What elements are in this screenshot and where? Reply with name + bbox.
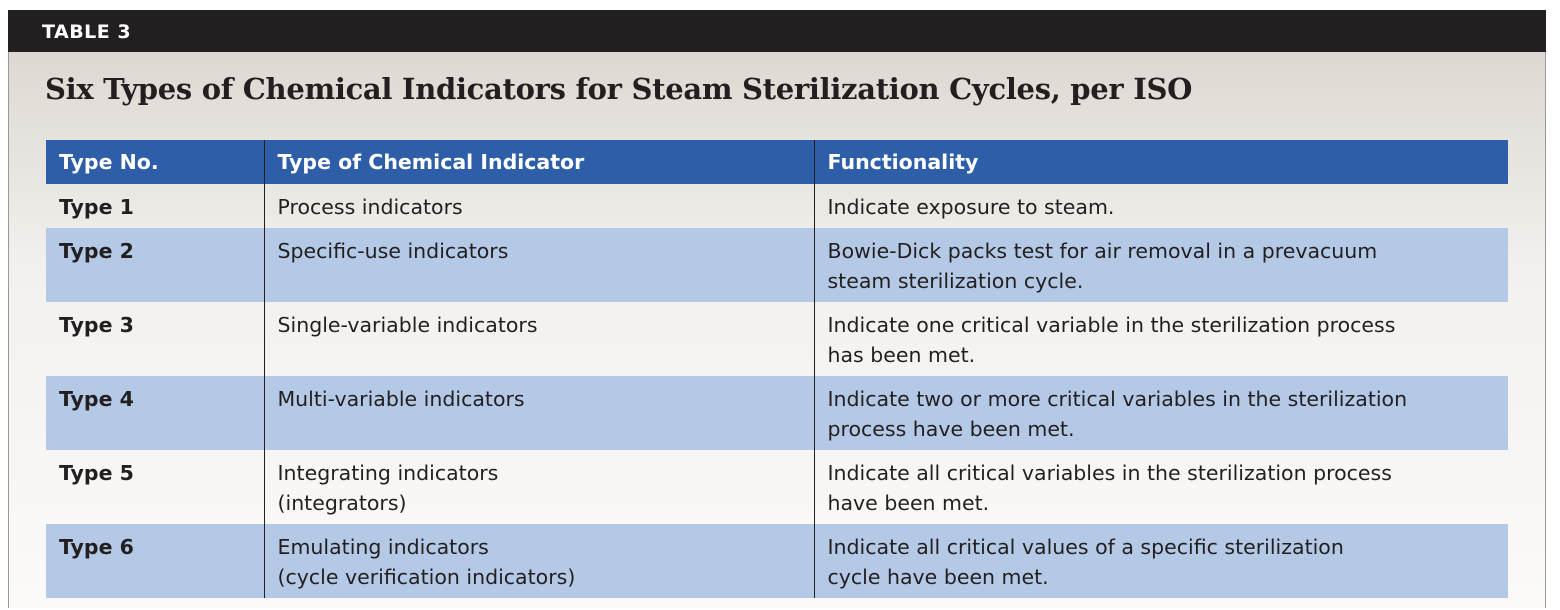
column-header: Type of Chemical Indicator	[263, 140, 814, 184]
table-title: Six Types of Chemical Indicators for Ste…	[45, 72, 1193, 106]
table-cell: Indicate two or more critical variables …	[813, 376, 1508, 450]
cell-line: steam sterilization cycle.	[827, 269, 1084, 293]
cell-line: Indicate two or more critical variables …	[827, 387, 1408, 411]
cell-line: Process indicators	[277, 195, 463, 219]
table-cell: Specific-use indicators	[263, 228, 814, 302]
table-row: Type 6 Emulating indicators (cycle verific…	[46, 524, 1508, 598]
table-cell: Indicate exposure to steam.	[813, 184, 1508, 228]
cell-line: (integrators)	[277, 491, 407, 515]
table-row: Type 3 Single-variable indicators Indicate…	[46, 302, 1508, 376]
cell-line: Emulating indicators	[277, 535, 489, 559]
table-cell: Integrating indicators (integrators)	[263, 450, 814, 524]
table-row: Type 1 Process indicators Indicate exposur…	[46, 184, 1508, 228]
table-cell: Emulating indicators (cycle verification …	[263, 524, 814, 598]
cell-line: Multi-variable indicators	[277, 387, 525, 411]
cell-line: have been met.	[827, 491, 990, 515]
cell-line: Specific-use indicators	[277, 239, 509, 263]
table-label: TABLE 3	[42, 21, 132, 43]
table-row: Type 4 Multi-variable indicators Indicate …	[46, 376, 1508, 450]
table-row: Type 2 Specific-use indicators Bowie-Dick …	[46, 228, 1508, 302]
cell-line: Indicate exposure to steam.	[827, 195, 1115, 219]
cell-line: cycle have been met.	[827, 565, 1049, 589]
cell-line: Single-variable indicators	[277, 313, 538, 337]
column-header: Functionality	[813, 140, 1508, 184]
table-cell: Single-variable indicators	[263, 302, 814, 376]
cell-line: Indicate one critical variable in the st…	[827, 313, 1396, 337]
cell-line: Bowie-Dick packs test for air removal in…	[827, 239, 1378, 263]
header-row: Type No. Type of Chemical Indicator Functi…	[46, 140, 1508, 184]
type-cell: Type 4	[46, 376, 264, 450]
cell-line: process have been met.	[827, 417, 1075, 441]
type-cell: Type 3	[59, 313, 134, 337]
table-cell: Process indicators	[263, 184, 814, 228]
table-cell: Bowie-Dick packs test for air removal in…	[813, 228, 1508, 302]
column-header: Type No.	[46, 140, 264, 184]
table-cell: Multi-variable indicators	[263, 376, 814, 450]
header-bar: TABLE 3	[8, 10, 1546, 52]
cell-line: has been met.	[827, 343, 976, 367]
indicator-table: Type No. Type of Chemical Indicator Functi…	[46, 140, 1508, 598]
type-cell: Type 5	[59, 461, 134, 485]
type-cell: Type 6	[46, 524, 264, 598]
table-cell: Indicate all critical variables in the s…	[813, 450, 1508, 524]
table-row: Type 5 Integrating indicators (integrators…	[46, 450, 1508, 524]
cell-line: Integrating indicators	[277, 461, 499, 485]
cell-line: (cycle verification indicators)	[277, 565, 576, 589]
panel: Six Types of Chemical Indicators for Ste…	[8, 52, 1546, 608]
type-cell: Type 2	[46, 228, 264, 302]
type-cell: Type 1	[59, 195, 134, 219]
table-cell: Indicate all critical values of a specif…	[813, 524, 1508, 598]
table-cell: Indicate one critical variable in the st…	[813, 302, 1508, 376]
cell-line: Indicate all critical variables in the s…	[827, 461, 1392, 485]
cell-line: Indicate all critical values of a specif…	[827, 535, 1344, 559]
